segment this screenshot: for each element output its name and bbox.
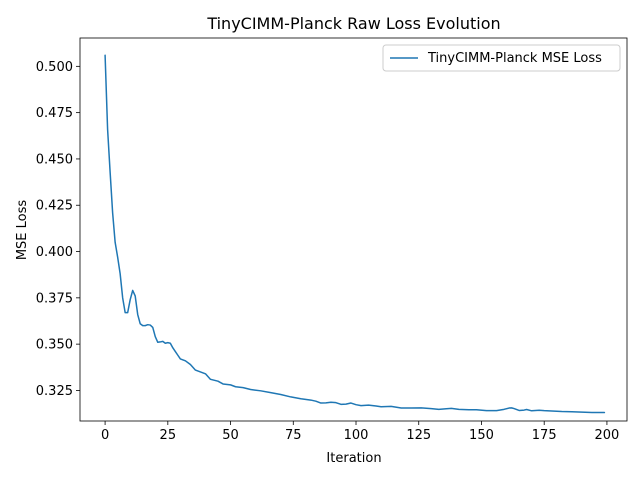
x-tick-label: 125 <box>406 428 431 443</box>
y-tick-label: 0.400 <box>36 245 73 260</box>
x-tick-label: 75 <box>285 428 302 443</box>
legend-label: TinyCIMM-Planck MSE Loss <box>427 51 602 66</box>
plot-background <box>80 38 627 421</box>
loss-series-line <box>104 54 606 414</box>
x-tick-label: 200 <box>595 428 620 443</box>
y-tick-label: 0.350 <box>36 338 73 353</box>
ticks-layer: 0 25 50 75 100 125 150 175 200 0.325 0.350 0.375 0.4… <box>36 60 620 443</box>
y-tick-label: 0.375 <box>36 291 73 306</box>
x-axis-label: Iteration <box>326 451 381 466</box>
plot-area <box>80 38 627 421</box>
y-tick-label: 0.500 <box>36 60 73 75</box>
x-tick-label: 100 <box>344 428 369 443</box>
x-tick-label: 0 <box>101 428 109 443</box>
chart-title: TinyCIMM-Planck Raw Loss Evolution <box>206 14 500 33</box>
legend: TinyCIMM-Planck MSE Loss <box>382 44 621 72</box>
y-tick-label: 0.325 <box>36 384 73 399</box>
series-layer <box>104 54 606 414</box>
x-tick-label: 25 <box>160 428 177 443</box>
legend-box <box>382 44 621 72</box>
x-tick-label: 175 <box>532 428 557 443</box>
x-tick-label: 150 <box>469 428 494 443</box>
y-axis-label: MSE Loss <box>15 200 30 261</box>
y-tick-label: 0.425 <box>36 199 73 214</box>
y-tick-label: 0.450 <box>36 152 73 167</box>
y-tick-label: 0.475 <box>36 106 73 121</box>
plot-frame <box>79 37 628 422</box>
x-tick-label: 50 <box>222 428 239 443</box>
